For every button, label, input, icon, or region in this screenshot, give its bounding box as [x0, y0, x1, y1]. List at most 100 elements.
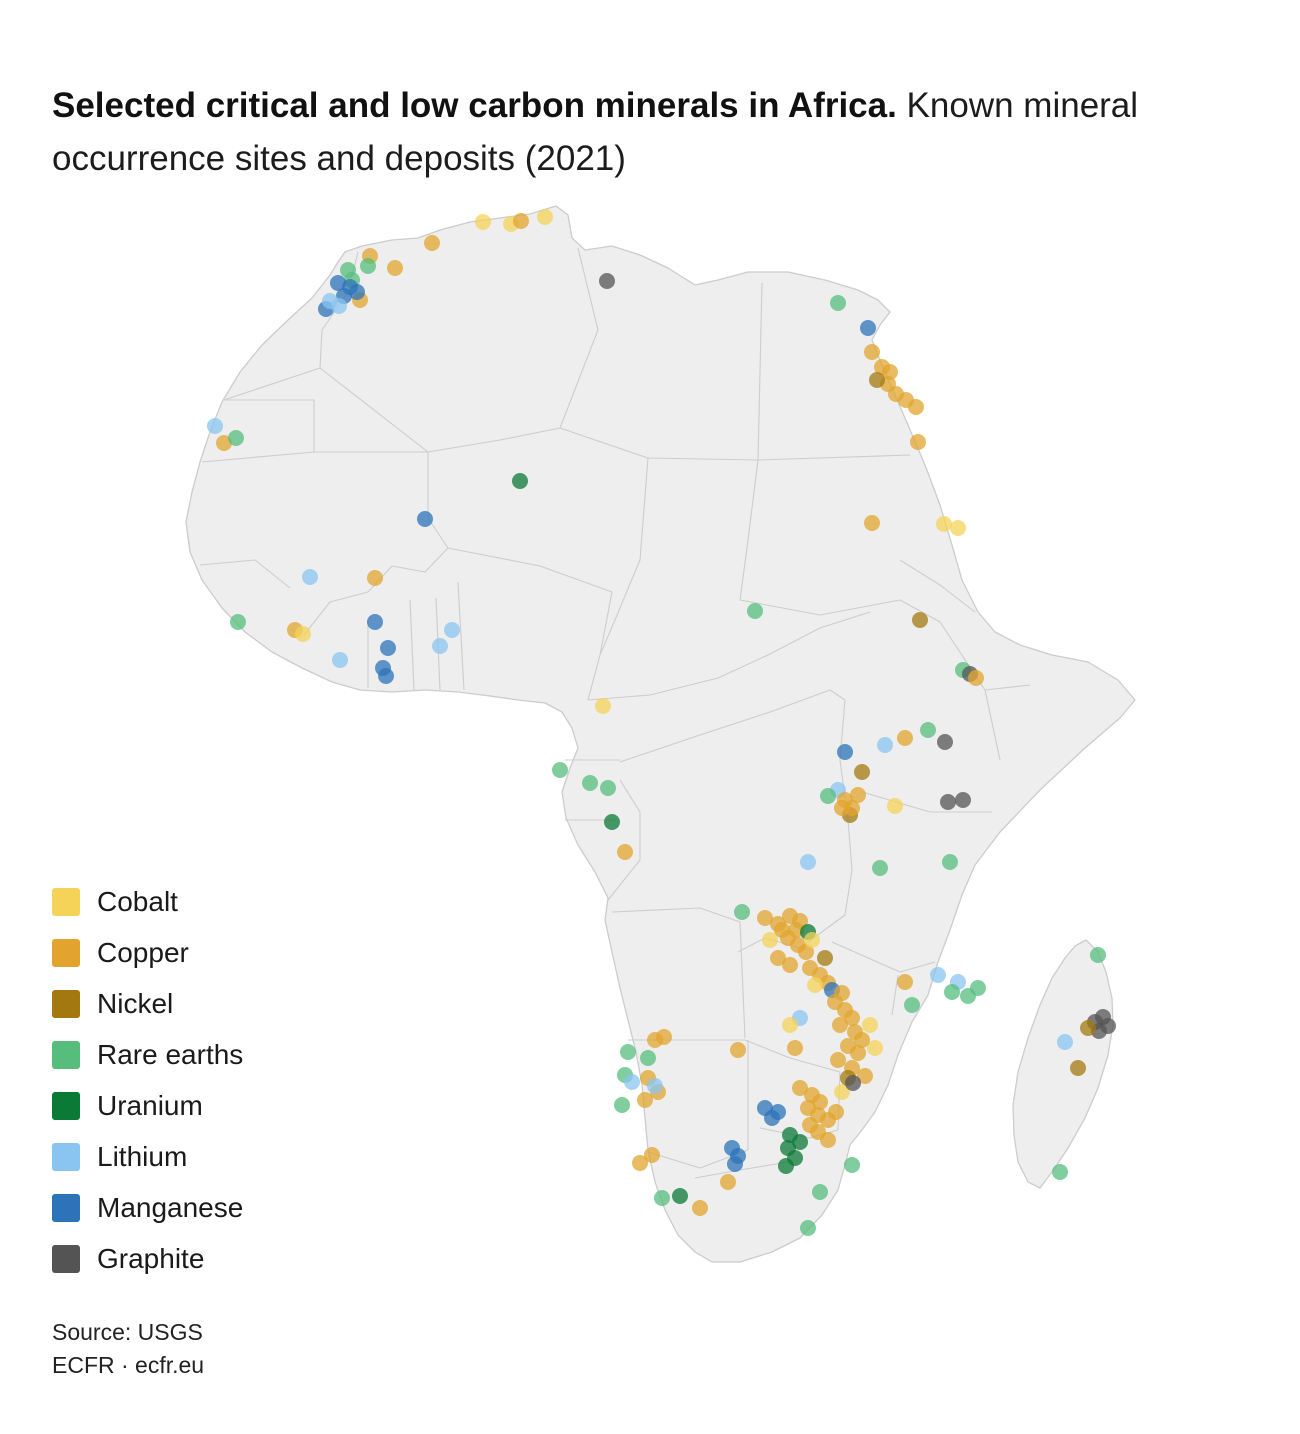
mineral-dot-nickel [854, 764, 870, 780]
legend-label-nickel: Nickel [97, 988, 174, 1019]
mineral-dot-cobalt [804, 932, 820, 948]
mineral-dot-copper [798, 944, 814, 960]
legend-item-cobalt: Cobalt [52, 886, 243, 917]
mineral-dot-rare_earths [614, 1097, 630, 1113]
mineral-dot-rare_earths [844, 1157, 860, 1173]
mineral-dot-rare_earths [640, 1050, 656, 1066]
mineral-dot-rare_earths [830, 295, 846, 311]
lithium-swatch [52, 1143, 80, 1171]
legend-label-graphite: Graphite [97, 1243, 205, 1274]
mineral-dot-uranium [778, 1158, 794, 1174]
mineral-dot-copper [513, 213, 529, 229]
mineral-dot-lithium [800, 854, 816, 870]
mineral-dot-manganese [837, 744, 853, 760]
mineral-dot-rare_earths [970, 980, 986, 996]
mineral-dot-copper [387, 260, 403, 276]
legend-label-cobalt: Cobalt [97, 886, 178, 917]
mineral-dot-rare_earths [1090, 947, 1106, 963]
mineral-dot-cobalt [475, 214, 491, 230]
mineral-dot-manganese [367, 614, 383, 630]
mineral-dot-rare_earths [620, 1044, 636, 1060]
rare_earths-swatch [52, 1041, 80, 1069]
mineral-dot-copper [802, 1117, 818, 1133]
mineral-dot-copper [850, 787, 866, 803]
mineral-dot-copper [864, 344, 880, 360]
madagascar-outline [1012, 939, 1114, 1189]
mineral-dot-manganese [727, 1156, 743, 1172]
mineral-dot-rare_earths [734, 904, 750, 920]
mineral-dot-rare_earths [552, 762, 568, 778]
mineral-dot-copper [792, 1080, 808, 1096]
mineral-dot-lithium [207, 418, 223, 434]
mineral-dot-nickel [869, 372, 885, 388]
manganese-swatch [52, 1194, 80, 1222]
mineral-dot-copper [850, 1045, 866, 1061]
mineral-dot-graphite [599, 273, 615, 289]
mineral-dot-cobalt [595, 698, 611, 714]
nickel-swatch [52, 990, 80, 1018]
mineral-dot-copper [692, 1200, 708, 1216]
graphite-swatch [52, 1245, 80, 1273]
mineral-dot-lithium [432, 638, 448, 654]
mineral-dot-copper [854, 1032, 870, 1048]
mineral-dot-cobalt [950, 520, 966, 536]
publisher-line: ECFR · ecfr.eu [52, 1351, 205, 1378]
legend: Cobalt Copper Nickel Rare earths Uranium Lith… [52, 886, 244, 1296]
mineral-dot-copper [897, 974, 913, 990]
mineral-dot-rare_earths [812, 1184, 828, 1200]
mineral-dot-copper [857, 1068, 873, 1084]
mineral-dot-manganese [380, 640, 396, 656]
mineral-dot-nickel [1070, 1060, 1086, 1076]
mineral-dot-rare_earths [360, 258, 376, 274]
mineral-dot-rare_earths [600, 780, 616, 796]
legend-label-manganese: Manganese [97, 1192, 244, 1223]
mineral-dot-uranium [672, 1188, 688, 1204]
legend-item-manganese: Manganese [52, 1192, 244, 1223]
mineral-dot-cobalt [936, 516, 952, 532]
cobalt-swatch [52, 888, 80, 916]
mineral-dot-lithium [1057, 1034, 1073, 1050]
mineral-dot-copper [632, 1155, 648, 1171]
mineral-dot-cobalt [862, 1017, 878, 1033]
mineral-dot-copper [720, 1174, 736, 1190]
mineral-dot-copper [367, 570, 383, 586]
legend-item-nickel: Nickel [52, 988, 243, 1019]
mineral-dot-manganese [378, 668, 394, 684]
mineral-dot-lithium [332, 652, 348, 668]
mineral-dot-rare_earths [747, 603, 763, 619]
mineral-dot-copper [757, 910, 773, 926]
mineral-dot-copper [216, 435, 232, 451]
mineral-dot-rare_earths [942, 854, 958, 870]
mineral-dot-rare_earths [1052, 1164, 1068, 1180]
mineral-dot-rare_earths [904, 997, 920, 1013]
mineral-dot-copper [730, 1042, 746, 1058]
mineral-dot-copper [897, 730, 913, 746]
mineral-dot-nickel [817, 950, 833, 966]
mineral-dot-cobalt [782, 1017, 798, 1033]
source-note: Source: USGS ECFR · ecfr.eu [52, 1316, 204, 1381]
mineral-dot-rare_earths [582, 775, 598, 791]
mineral-dot-graphite [937, 734, 953, 750]
mineral-dot-uranium [512, 473, 528, 489]
mineral-dot-uranium [604, 814, 620, 830]
africa-outline [185, 205, 1136, 1263]
mineral-dot-copper [812, 1094, 828, 1110]
chart-title-bold: Selected critical and low carbon mineral… [52, 86, 897, 125]
copper-swatch [52, 939, 80, 967]
country-borders [199, 247, 1031, 1179]
legend-label-rare_earths: Rare earths [97, 1039, 244, 1070]
mineral-dot-rare_earths [872, 860, 888, 876]
mineral-dot-copper [644, 1147, 660, 1163]
mineral-dot-manganese [417, 511, 433, 527]
mineral-dot-lithium [331, 298, 347, 314]
mineral-dot-rare_earths [654, 1190, 670, 1206]
mineral-dot-cobalt [887, 798, 903, 814]
mineral-dot-copper [637, 1092, 653, 1108]
mineral-dot-rare_earths [820, 788, 836, 804]
mineral-dot-nickel [912, 612, 928, 628]
legend-item-graphite: Graphite [52, 1243, 243, 1274]
source-line: Source: USGS [52, 1319, 203, 1345]
legend-label-uranium: Uranium [97, 1090, 203, 1121]
